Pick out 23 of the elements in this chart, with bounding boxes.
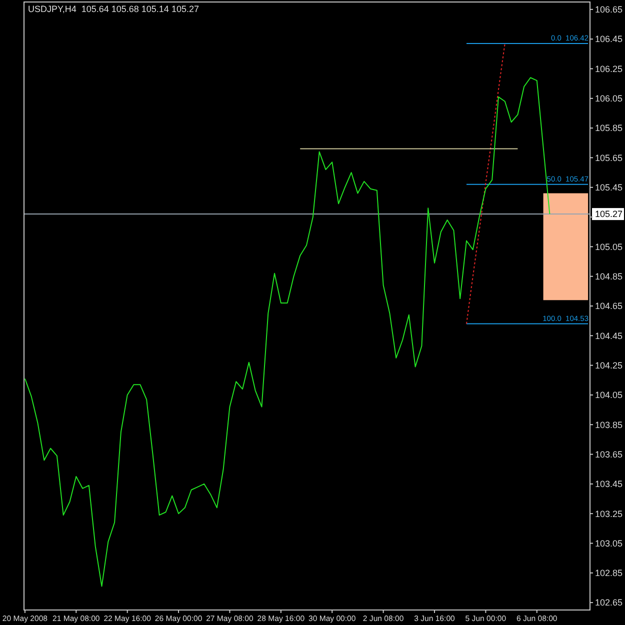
y-tick-label: 103.65 [595,449,623,460]
y-tick-label: 105.65 [595,152,623,163]
y-tick-label: 104.45 [595,330,623,341]
y-tick-label: 104.85 [595,271,623,282]
chart-title: USDJPY,H4 105.64 105.68 105.14 105.27 [28,4,199,14]
y-tick-label: 104.05 [595,390,623,400]
y-tick-label: 103.25 [595,508,623,519]
y-tick-label: 105.05 [595,242,623,252]
y-tick-label: 106.05 [595,94,623,104]
y-tick-label: 105.85 [595,123,623,134]
y-tick-label: 104.25 [595,360,623,370]
line-series [466,43,506,324]
y-tick-label: 105.45 [595,182,623,193]
ref-line-label: 105.27 [595,209,623,220]
y-tick-label: 106.25 [595,64,623,74]
y-tick-label: 106.65 [595,4,623,15]
y-tick-label: 102.65 [595,598,623,608]
y-tick-label: 102.85 [595,568,623,578]
y-tick-label: 106.45 [595,34,623,44]
y-tick-label: 103.05 [595,538,623,548]
y-tick-label: 103.45 [595,479,623,490]
y-tick-label: 104.65 [595,301,623,312]
y-tick-label: 103.85 [595,420,623,430]
